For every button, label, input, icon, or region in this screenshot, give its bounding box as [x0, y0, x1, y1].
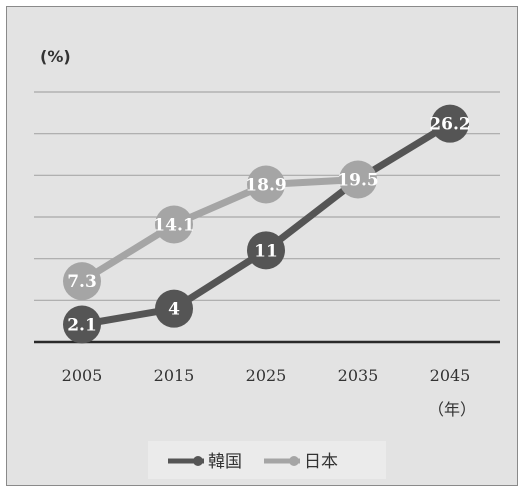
data-label-japan: 7.3 — [67, 272, 97, 292]
x-tick-label: 2035 — [338, 366, 379, 385]
data-label-japan: 18.9 — [245, 176, 286, 196]
legend-swatch-marker-korea — [193, 456, 203, 466]
legend: 韓国 日本 — [168, 452, 338, 472]
gridlines — [34, 91, 500, 301]
marker-korea — [63, 305, 101, 344]
data-label-korea: 11 — [254, 241, 278, 261]
legend-label-japan: 日本 — [304, 452, 338, 472]
marker-korea — [247, 231, 285, 270]
marker-japan — [63, 262, 101, 301]
data-label-japan: 19.5 — [337, 171, 378, 191]
data-label-korea: 2.1 — [67, 316, 97, 336]
legend-swatch-marker-japan — [289, 456, 299, 466]
x-unit-label: （年） — [428, 400, 476, 419]
x-tick-label: 2005 — [62, 366, 103, 385]
marker-korea — [155, 289, 193, 328]
marker-japan — [247, 165, 285, 204]
series-line-korea — [78, 120, 454, 328]
series-markers: 7.3 14.1 18.9 19.5 2.1 4 11 26.2 — [63, 104, 471, 344]
series-lines — [78, 120, 454, 328]
series-line-japan — [78, 176, 362, 285]
marker-korea — [431, 104, 469, 143]
data-label-japan: 14.1 — [153, 216, 194, 236]
data-label-korea: 4 — [168, 300, 180, 320]
data-label-korea: 26.2 — [429, 115, 470, 135]
marker-japan — [339, 160, 377, 199]
x-tick-label: 2025 — [246, 366, 287, 385]
legend-label-korea: 韓国 — [208, 452, 242, 472]
x-tick-label: 2045 — [430, 366, 471, 385]
marker-japan — [155, 205, 193, 244]
x-tick-labels: 2005 2015 2025 2035 2045 — [62, 366, 471, 385]
x-tick-label: 2015 — [154, 366, 195, 385]
y-unit-label: (%) — [40, 47, 71, 66]
